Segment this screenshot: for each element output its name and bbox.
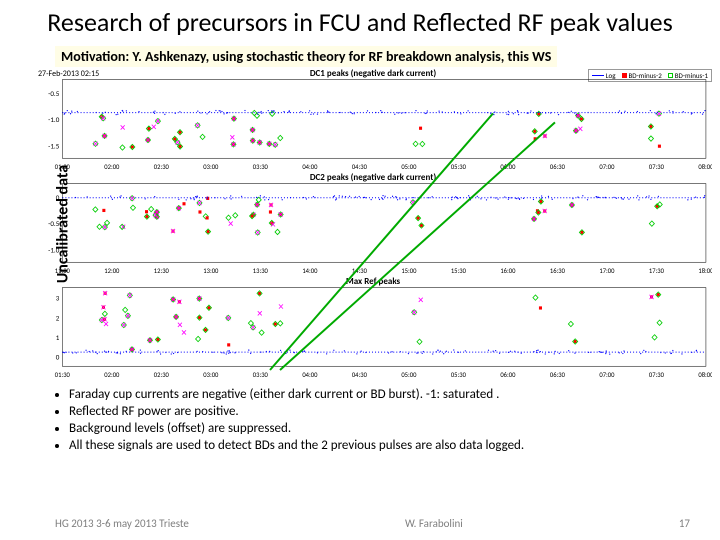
- svg-text:06:30: 06:30: [550, 163, 566, 171]
- svg-text:17:00: 17:00: [599, 267, 615, 275]
- bullet-item: Reflected RF power are positive.: [69, 404, 690, 421]
- svg-text:02:00: 02:00: [104, 163, 120, 171]
- svg-text:04:00: 04:00: [302, 163, 318, 171]
- svg-text:3: 3: [56, 293, 60, 302]
- bullet-list: Faraday cup currents are negative (eithe…: [55, 387, 690, 455]
- svg-text:08:00: 08:00: [698, 371, 712, 379]
- footer-right: 17: [679, 517, 690, 530]
- svg-text:03:00: 03:00: [203, 163, 219, 171]
- svg-text:04:00: 04:00: [302, 371, 318, 379]
- svg-text:02:00: 02:00: [104, 371, 120, 379]
- svg-text:1: 1: [56, 333, 60, 342]
- svg-text:0: 0: [56, 193, 60, 202]
- svg-text:12:00: 12:00: [104, 267, 120, 275]
- panel-title: DC1 peaks (negative dark current): [310, 68, 436, 79]
- footer-left: HG 2013 3-6 may 2013 Trieste: [55, 517, 189, 530]
- svg-text:2: 2: [56, 313, 60, 322]
- svg-text:03:30: 03:30: [253, 163, 269, 171]
- svg-text:11:30: 11:30: [55, 267, 71, 275]
- svg-text:06:30: 06:30: [550, 371, 566, 379]
- svg-text:03:00: 03:00: [203, 371, 219, 379]
- svg-text:07:00: 07:00: [599, 163, 615, 171]
- chart-panel: DC2 peaks (negative dark current) 0 -0.5 -1…: [34, 173, 712, 275]
- svg-text:03:30: 03:30: [253, 371, 269, 379]
- svg-text:02:30: 02:30: [154, 371, 170, 379]
- svg-text:04:30: 04:30: [352, 163, 368, 171]
- svg-text:07:30: 07:30: [649, 163, 665, 171]
- motivation-box: Motivation: Y. Ashkenazy, using stochast…: [55, 46, 557, 67]
- chart-panel: DC1 peaks (negative dark current) -0.5 -1.…: [34, 69, 712, 171]
- svg-text:05:30: 05:30: [451, 163, 467, 171]
- svg-text:18:00: 18:00: [698, 267, 712, 275]
- slide-footer: HG 2013 3-6 may 2013 Trieste W. Faraboli…: [0, 517, 720, 530]
- svg-text:05:30: 05:30: [451, 371, 467, 379]
- svg-text:07:30: 07:30: [649, 371, 665, 379]
- svg-text:16:30: 16:30: [550, 267, 566, 275]
- svg-text:17:30: 17:30: [649, 267, 665, 275]
- svg-text:01:30: 01:30: [55, 371, 71, 379]
- svg-text:02:30: 02:30: [154, 163, 170, 171]
- svg-text:04:30: 04:30: [352, 371, 368, 379]
- svg-text:15:00: 15:00: [401, 267, 417, 275]
- svg-text:16:00: 16:00: [500, 267, 516, 275]
- footer-center: W. Farabolini: [405, 517, 463, 530]
- svg-text:07:00: 07:00: [599, 371, 615, 379]
- chart-panel: Max Ref peaks321001:3002:0002:3003:0003:…: [34, 277, 712, 379]
- svg-text:-0.5: -0.5: [48, 89, 59, 98]
- svg-text:08:00: 08:00: [698, 163, 712, 171]
- svg-text:13:00: 13:00: [203, 267, 219, 275]
- bullet-item: All these signals are used to detect BDs…: [69, 438, 690, 455]
- svg-text:13:30: 13:30: [253, 267, 269, 275]
- svg-text:15:30: 15:30: [451, 267, 467, 275]
- svg-text:05:00: 05:00: [401, 163, 417, 171]
- svg-text:05:00: 05:00: [401, 371, 417, 379]
- svg-text:12:30: 12:30: [154, 267, 170, 275]
- slide-title: Research of precursors in FCU and Reflec…: [0, 0, 720, 42]
- svg-text:06:00: 06:00: [500, 371, 516, 379]
- svg-text:-1.0: -1.0: [48, 115, 59, 124]
- svg-text:01:30: 01:30: [55, 163, 71, 171]
- svg-text:-1.5: -1.5: [48, 141, 59, 150]
- svg-text:14:00: 14:00: [302, 267, 318, 275]
- svg-text:-0.5: -0.5: [48, 219, 59, 228]
- chart-area: Uncalibrated data 27-Feb-2013 02:15 Log …: [0, 69, 720, 379]
- panel-title: DC2 peaks (negative dark current): [310, 172, 436, 183]
- bullet-item: Background levels (offset) are suppresse…: [69, 421, 690, 438]
- bullet-item: Faraday cup currents are negative (eithe…: [69, 387, 690, 404]
- svg-text:-1.0: -1.0: [48, 245, 59, 254]
- svg-text:0: 0: [56, 352, 60, 361]
